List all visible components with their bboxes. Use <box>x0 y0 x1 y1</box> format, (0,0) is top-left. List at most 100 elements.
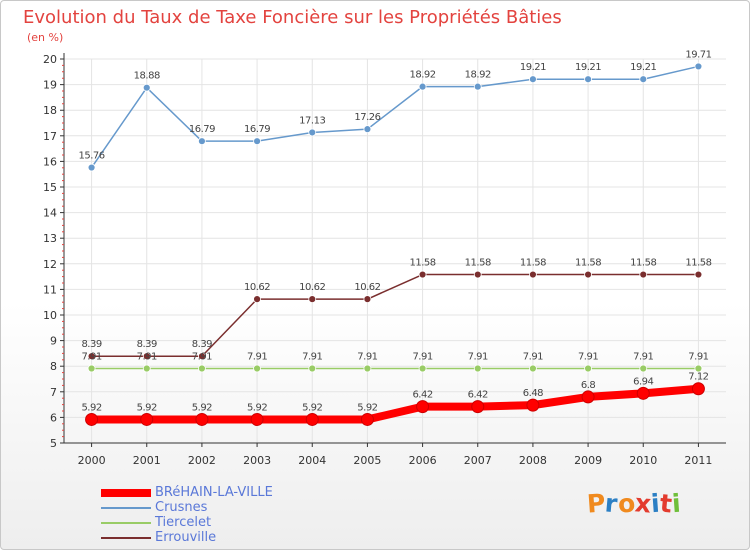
data-label: 7.91 <box>247 352 267 363</box>
data-point <box>416 400 430 414</box>
series-line <box>90 273 700 357</box>
data-label: 7.91 <box>412 352 432 363</box>
data-point <box>142 83 151 92</box>
data-label: 7.91 <box>81 352 101 363</box>
legend-swatch <box>101 489 151 497</box>
x-tick-label: 2010 <box>629 454 657 467</box>
y-tick-label: 20 <box>43 53 57 66</box>
logo-letter: i <box>670 488 682 519</box>
data-label: 10.62 <box>244 282 270 293</box>
data-label: 11.58 <box>410 258 436 269</box>
data-point <box>308 364 317 373</box>
data-point <box>526 398 540 412</box>
y-tick-label: 8 <box>50 360 57 373</box>
y-tick-label: 11 <box>43 283 57 296</box>
data-point <box>691 382 705 396</box>
data-point <box>473 270 482 279</box>
y-tick-label: 16 <box>43 155 57 168</box>
data-label: 5.92 <box>357 402 377 413</box>
data-label: 7.91 <box>523 352 543 363</box>
x-tick-label: 2001 <box>133 454 161 467</box>
x-tick-label: 2011 <box>684 454 712 467</box>
data-label: 6.42 <box>468 390 488 401</box>
data-point <box>253 364 261 373</box>
data-point <box>473 364 482 373</box>
data-label: 19.21 <box>630 62 656 73</box>
data-point <box>584 270 592 279</box>
data-label: 11.58 <box>575 258 601 269</box>
data-point <box>253 295 261 304</box>
data-label: 5.92 <box>81 402 101 413</box>
data-point <box>584 364 592 373</box>
x-tick-label: 2006 <box>409 454 437 467</box>
y-tick-label: 15 <box>43 181 57 194</box>
series-crusnes <box>87 62 703 172</box>
series-tiercelet <box>87 364 703 373</box>
x-tick-label: 2004 <box>298 454 326 467</box>
data-point <box>529 364 537 373</box>
legend-label: Tiercelet <box>155 515 212 530</box>
data-point <box>639 364 648 373</box>
data-label: 11.58 <box>630 258 656 269</box>
data-label: 18.88 <box>134 71 160 82</box>
data-point <box>639 270 648 279</box>
legend-swatch <box>101 507 151 509</box>
data-point <box>87 364 96 373</box>
x-tick-label: 2000 <box>78 454 106 467</box>
x-tick-label: 2005 <box>353 454 381 467</box>
data-point <box>694 62 703 71</box>
y-tick-label: 6 <box>50 411 57 424</box>
data-point <box>529 75 537 84</box>
data-label: 6.48 <box>523 388 543 399</box>
data-point <box>636 386 650 400</box>
data-point <box>198 364 206 373</box>
data-label: 16.79 <box>189 124 215 135</box>
data-point <box>253 137 261 146</box>
data-label: 5.92 <box>247 402 267 413</box>
data-point <box>418 364 427 373</box>
data-point <box>418 270 427 279</box>
y-tick-label: 5 <box>50 437 57 450</box>
data-point <box>584 75 592 84</box>
data-point <box>142 364 151 373</box>
legend-swatch <box>101 537 151 539</box>
data-point <box>581 390 595 404</box>
series-errouville <box>87 270 703 361</box>
x-tick-label: 2009 <box>574 454 602 467</box>
data-label: 7.91 <box>468 352 488 363</box>
x-tick-label: 2007 <box>464 454 492 467</box>
data-point <box>529 270 537 279</box>
legend-swatch <box>101 522 151 524</box>
data-label: 6.94 <box>633 376 653 387</box>
data-label: 11.58 <box>465 258 491 269</box>
data-point <box>418 82 427 91</box>
data-label: 16.79 <box>244 124 270 135</box>
legend-label: BRéHAIN-LA-VILLE <box>155 485 273 500</box>
y-tick-label: 17 <box>43 130 57 143</box>
line-chart: 5 6 7 8 9 10 11 12 13 14 15 16 17 18 19 20 2000 2001 2002 2… <box>43 49 726 467</box>
data-point <box>85 412 99 426</box>
proxiti-logo: Proxiti <box>586 488 682 519</box>
data-point <box>195 412 209 426</box>
data-label: 10.62 <box>354 282 380 293</box>
data-label: 5.92 <box>192 402 212 413</box>
data-label: 7.91 <box>302 352 322 363</box>
data-label: 6.42 <box>412 390 432 401</box>
data-label: 17.13 <box>299 115 325 126</box>
data-point <box>308 295 317 304</box>
data-label: 7.91 <box>192 352 212 363</box>
x-tick-label: 2008 <box>519 454 547 467</box>
data-point <box>140 412 154 426</box>
data-label: 19.21 <box>575 62 601 73</box>
data-point <box>360 412 374 426</box>
y-tick-label: 14 <box>43 207 57 220</box>
data-label: 19.71 <box>685 49 711 60</box>
series-br-hain-la-ville <box>85 382 705 426</box>
legend-label: Errouville <box>155 530 217 545</box>
y-tick-label: 13 <box>43 232 57 245</box>
y-tick-label: 7 <box>50 386 57 399</box>
data-label: 18.92 <box>410 70 436 81</box>
data-label: 6.8 <box>581 380 596 391</box>
chart-subtitle: (en %) <box>27 31 64 44</box>
data-label: 5.92 <box>137 402 157 413</box>
